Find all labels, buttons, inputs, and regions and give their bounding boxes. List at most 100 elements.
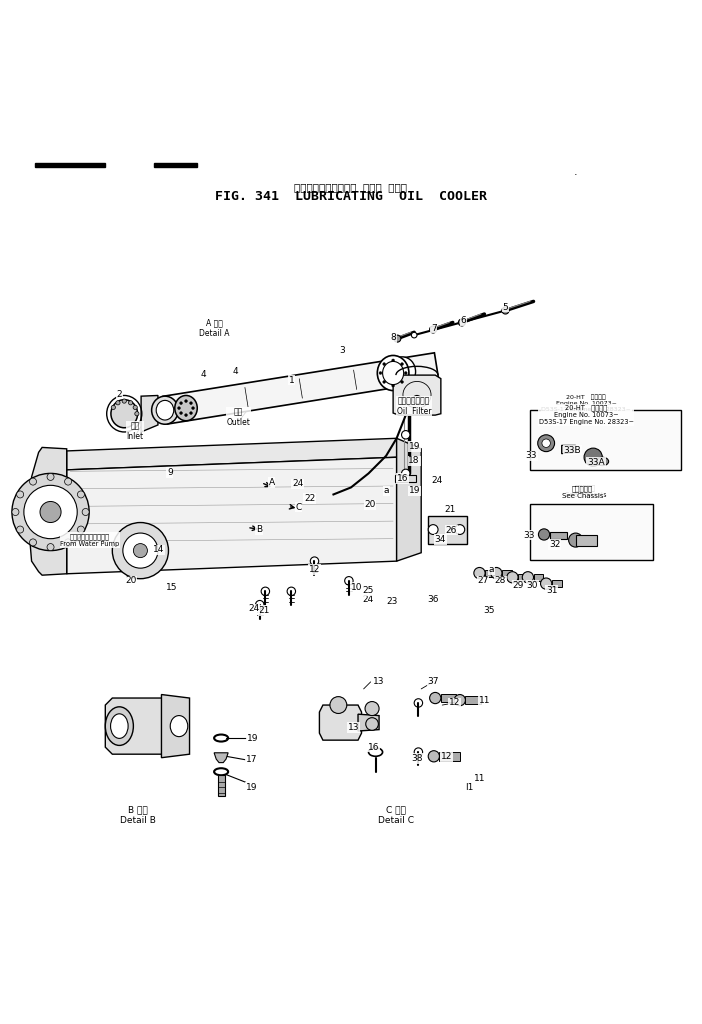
Text: 29: 29 bbox=[512, 581, 524, 590]
Circle shape bbox=[185, 414, 187, 417]
Circle shape bbox=[122, 399, 126, 403]
Text: A 詳細
Detail A: A 詳細 Detail A bbox=[199, 318, 230, 338]
Polygon shape bbox=[534, 573, 543, 581]
Circle shape bbox=[135, 412, 139, 416]
Text: 21: 21 bbox=[444, 506, 456, 514]
Text: 18: 18 bbox=[409, 457, 420, 465]
Circle shape bbox=[454, 694, 465, 706]
Text: 12: 12 bbox=[441, 752, 452, 761]
Text: a: a bbox=[489, 565, 494, 574]
Polygon shape bbox=[439, 752, 460, 761]
Text: 33B: 33B bbox=[563, 445, 581, 455]
Circle shape bbox=[538, 528, 550, 540]
Text: 11: 11 bbox=[475, 774, 486, 783]
Text: オイルフィルタ
Oil  Filter: オイルフィルタ Oil Filter bbox=[397, 396, 432, 416]
Text: C: C bbox=[296, 503, 301, 512]
Text: a: a bbox=[383, 486, 389, 496]
Polygon shape bbox=[358, 714, 379, 731]
Circle shape bbox=[414, 698, 423, 708]
Ellipse shape bbox=[389, 356, 416, 386]
Circle shape bbox=[17, 526, 24, 534]
Circle shape bbox=[366, 718, 378, 730]
Circle shape bbox=[522, 571, 534, 583]
Text: 31: 31 bbox=[546, 586, 557, 595]
Polygon shape bbox=[397, 438, 421, 561]
Circle shape bbox=[428, 751, 439, 762]
Polygon shape bbox=[502, 569, 512, 577]
Text: 34: 34 bbox=[435, 535, 446, 544]
Bar bbox=[530, 504, 653, 560]
Circle shape bbox=[411, 332, 417, 338]
Text: フォーターポンプから
From Water Pump: フォーターポンプから From Water Pump bbox=[60, 534, 119, 547]
Circle shape bbox=[330, 696, 347, 714]
Polygon shape bbox=[319, 706, 362, 740]
Text: 16: 16 bbox=[368, 742, 379, 752]
Circle shape bbox=[123, 534, 158, 568]
Text: 8: 8 bbox=[390, 334, 396, 342]
Text: 13: 13 bbox=[348, 723, 359, 732]
Circle shape bbox=[383, 362, 385, 366]
Ellipse shape bbox=[175, 395, 197, 421]
Circle shape bbox=[401, 362, 404, 366]
Bar bbox=[218, 775, 225, 797]
Circle shape bbox=[502, 307, 509, 314]
Circle shape bbox=[310, 557, 319, 565]
Circle shape bbox=[112, 522, 168, 579]
Text: 33: 33 bbox=[524, 530, 535, 540]
Text: 21: 21 bbox=[258, 606, 270, 614]
Circle shape bbox=[256, 600, 264, 609]
Circle shape bbox=[414, 748, 423, 757]
Circle shape bbox=[402, 430, 410, 439]
Polygon shape bbox=[161, 694, 190, 758]
Polygon shape bbox=[576, 536, 597, 546]
Circle shape bbox=[474, 567, 485, 579]
Text: 20-HT   適用車種
Engine No. 10073~
D53S-17 Engine No. 28323~: 20-HT 適用車種 Engine No. 10073~ D53S-17 Eng… bbox=[538, 404, 634, 425]
Circle shape bbox=[507, 571, 518, 583]
Circle shape bbox=[345, 577, 353, 585]
Text: 車体部参照
See Chassis: 車体部参照 See Chassis bbox=[564, 484, 607, 498]
Text: 12: 12 bbox=[309, 565, 320, 574]
Circle shape bbox=[133, 406, 138, 410]
Text: 入口
Inlet: 入口 Inlet bbox=[126, 422, 143, 441]
Circle shape bbox=[24, 485, 77, 539]
Polygon shape bbox=[393, 375, 441, 415]
Circle shape bbox=[180, 412, 183, 415]
Circle shape bbox=[392, 384, 395, 387]
Ellipse shape bbox=[378, 355, 409, 390]
Circle shape bbox=[12, 509, 19, 515]
Circle shape bbox=[261, 587, 270, 596]
Polygon shape bbox=[163, 353, 439, 424]
Circle shape bbox=[413, 395, 421, 403]
Circle shape bbox=[190, 401, 192, 404]
Circle shape bbox=[402, 469, 410, 477]
Circle shape bbox=[82, 509, 89, 515]
Text: 35: 35 bbox=[484, 606, 495, 614]
Circle shape bbox=[29, 539, 37, 546]
Circle shape bbox=[65, 539, 72, 546]
Text: 4: 4 bbox=[201, 370, 206, 379]
Circle shape bbox=[379, 372, 382, 375]
Bar bbox=[35, 163, 105, 167]
Text: 11: 11 bbox=[479, 695, 490, 705]
Polygon shape bbox=[465, 696, 481, 705]
Circle shape bbox=[287, 587, 296, 596]
Ellipse shape bbox=[383, 361, 404, 385]
Text: 出口
Outlet: 出口 Outlet bbox=[227, 408, 251, 427]
Circle shape bbox=[111, 406, 115, 410]
Polygon shape bbox=[67, 438, 397, 470]
Circle shape bbox=[180, 401, 183, 404]
Text: 33: 33 bbox=[526, 452, 537, 461]
Polygon shape bbox=[485, 569, 495, 577]
Polygon shape bbox=[214, 753, 228, 763]
Circle shape bbox=[128, 400, 133, 404]
Ellipse shape bbox=[111, 399, 138, 428]
Circle shape bbox=[133, 544, 147, 558]
Text: 32: 32 bbox=[549, 540, 560, 549]
Ellipse shape bbox=[152, 396, 178, 424]
Text: 20-HT   適用車種
Engine No. 10073~
D53S-17 Engine No. 28323~: 20-HT 適用車種 Engine No. 10073~ D53S-17 Eng… bbox=[541, 394, 631, 412]
Bar bbox=[395, 475, 416, 482]
Text: 19: 19 bbox=[409, 486, 420, 496]
Circle shape bbox=[404, 372, 407, 375]
Circle shape bbox=[581, 537, 591, 547]
Circle shape bbox=[65, 478, 72, 485]
